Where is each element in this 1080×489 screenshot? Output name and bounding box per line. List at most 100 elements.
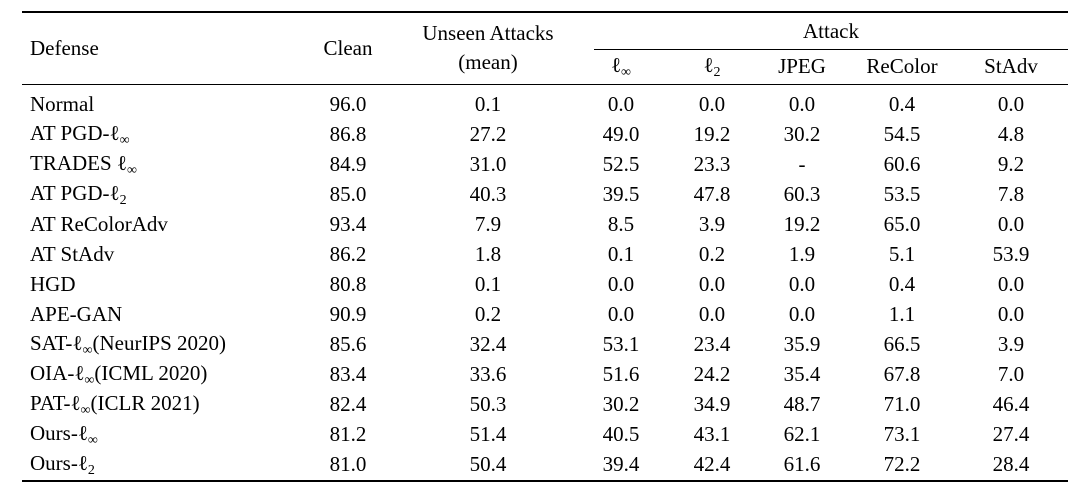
label-text: HGD [30, 272, 76, 296]
accuracy-value-cell: 0.0 [607, 92, 635, 116]
accuracy-value-cell: 51.4 [469, 422, 507, 446]
accuracy-value-cell: 0.1 [474, 92, 502, 116]
accuracy-value-cell: 61.6 [783, 452, 821, 476]
label-text: JPEG [778, 54, 826, 79]
accuracy-value-cell: 0.4 [888, 92, 916, 116]
accuracy-value-cell: 43.1 [693, 422, 731, 446]
accuracy-value-cell: 39.5 [602, 182, 640, 206]
label-text: (NeurIPS 2020) [92, 331, 227, 355]
accuracy-value-cell: - [798, 152, 806, 176]
subscript-text: ∞ [84, 373, 95, 388]
table-row: AT PGD-ℓ∞ 86.8 27.2 49.0 19.2 30.2 54.5 4.8 [22, 120, 1068, 150]
label-text: ℓ [703, 53, 714, 78]
label-text: Normal [30, 92, 95, 116]
accuracy-value-cell: 85.0 [329, 182, 367, 206]
accuracy-value-cell: 86.2 [329, 242, 367, 266]
table-row: SAT-ℓ∞(NeurIPS 2020) 85.6 32.4 53.1 23.4 35.9… [22, 330, 1068, 360]
defense-name-cell: AT ReColorAdv [22, 210, 292, 240]
column-header-defense: Defense [22, 12, 292, 85]
accuracy-value-cell: 81.2 [329, 422, 367, 446]
accuracy-value-cell: 0.1 [474, 272, 502, 296]
accuracy-value-cell: 90.9 [329, 302, 367, 326]
accuracy-value-cell: 0.2 [474, 302, 502, 326]
accuracy-value-cell: 27.2 [469, 122, 507, 146]
accuracy-value-cell: 53.9 [992, 242, 1030, 266]
accuracy-value-cell: 65.0 [883, 212, 921, 236]
label-text: Ours-ℓ [30, 421, 88, 445]
label-text: AT StAdv [30, 242, 115, 266]
accuracy-value-cell: 62.1 [783, 422, 821, 446]
unseen-attacks-line1: Unseen Attacks [422, 21, 554, 46]
defense-name-cell: TRADES ℓ∞ [22, 150, 292, 180]
accuracy-value-cell: 0.0 [997, 92, 1025, 116]
defense-name-cell: APE-GAN [22, 300, 292, 330]
defense-name-cell: Ours-ℓ∞ [22, 420, 292, 450]
table-row: HGD 80.8 0.1 0.0 0.0 0.0 0.4 0.0 [22, 270, 1068, 300]
table-row: AT ReColorAdv 93.4 7.9 8.5 3.9 19.2 65.0 0.0 [22, 210, 1068, 240]
accuracy-value-cell: 7.8 [997, 182, 1025, 206]
table-body: Normal 96.0 0.1 0.0 0.0 0.0 0.4 0.0 AT PGD-ℓ∞ 86.… [22, 84, 1068, 481]
accuracy-value-cell: 34.9 [693, 392, 731, 416]
accuracy-value-cell: 23.4 [693, 332, 731, 356]
accuracy-value-cell: 60.3 [783, 182, 821, 206]
accuracy-value-cell: 40.3 [469, 182, 507, 206]
subscript-text: 2 [119, 193, 127, 208]
accuracy-value-cell: 0.0 [997, 302, 1025, 326]
table-row: APE-GAN 90.9 0.2 0.0 0.0 0.0 1.1 0.0 [22, 300, 1068, 330]
accuracy-value-cell: 81.0 [329, 452, 367, 476]
subscript-text: ∞ [119, 133, 130, 148]
accuracy-value-cell: 47.8 [693, 182, 731, 206]
accuracy-value-cell: 30.2 [602, 392, 640, 416]
attack-group-label: Attack [594, 19, 1069, 50]
defense-results-table: Defense Clean Unseen Attacks (mean) Atta… [22, 11, 1069, 482]
accuracy-value-cell: 32.4 [469, 332, 507, 356]
accuracy-value-cell: 60.6 [883, 152, 921, 176]
label-text: SAT-ℓ [30, 331, 83, 355]
column-header-attack-type: JPEG [754, 50, 850, 85]
defense-name-cell: PAT-ℓ∞(ICLR 2021) [22, 390, 292, 420]
accuracy-value-cell: 46.4 [992, 392, 1030, 416]
accuracy-value-cell: 0.0 [788, 302, 816, 326]
defense-name-cell: OIA-ℓ∞(ICML 2020) [22, 360, 292, 390]
accuracy-value-cell: 1.8 [474, 242, 502, 266]
accuracy-value-cell: 96.0 [329, 92, 367, 116]
subscript-text: ∞ [126, 163, 137, 178]
accuracy-value-cell: 50.3 [469, 392, 507, 416]
label-text: TRADES ℓ [30, 151, 127, 175]
accuracy-value-cell: 66.5 [883, 332, 921, 356]
accuracy-value-cell: 53.1 [602, 332, 640, 356]
accuracy-value-cell: 7.9 [474, 212, 502, 236]
subscript-text: ∞ [87, 433, 98, 448]
accuracy-value-cell: 0.0 [698, 302, 726, 326]
accuracy-value-cell: 39.4 [602, 452, 640, 476]
accuracy-value-cell: 1.9 [788, 242, 816, 266]
accuracy-value-cell: 19.2 [693, 122, 731, 146]
label-text: PAT-ℓ [30, 391, 81, 415]
accuracy-value-cell: 27.4 [992, 422, 1030, 446]
label-text: (ICML 2020) [94, 361, 208, 385]
defense-name-cell: AT PGD-ℓ∞ [22, 120, 292, 150]
accuracy-value-cell: 0.0 [997, 212, 1025, 236]
accuracy-value-cell: 73.1 [883, 422, 921, 446]
subscript-text: 2 [713, 65, 721, 81]
accuracy-value-cell: 30.2 [783, 122, 821, 146]
table-row: Ours-ℓ∞ 81.2 51.4 40.5 43.1 62.1 73.1 27.4 [22, 420, 1068, 450]
accuracy-value-cell: 53.5 [883, 182, 921, 206]
accuracy-value-cell: 83.4 [329, 362, 367, 386]
accuracy-value-cell: 5.1 [888, 242, 916, 266]
accuracy-value-cell: 50.4 [469, 452, 507, 476]
accuracy-value-cell: 72.2 [883, 452, 921, 476]
defense-name-cell: SAT-ℓ∞(NeurIPS 2020) [22, 330, 292, 360]
header-row-attack-types: ℓ∞ ℓ2 JPEG ReColor StAdv [22, 50, 1069, 85]
table-row: OIA-ℓ∞(ICML 2020) 83.4 33.6 51.6 24.2 35.4 67.… [22, 360, 1068, 390]
accuracy-value-cell: 85.6 [329, 332, 367, 356]
accuracy-value-cell: 0.2 [698, 242, 726, 266]
label-text: ℓ [610, 53, 622, 78]
defense-name-cell: Ours-ℓ2 [22, 450, 292, 481]
accuracy-value-cell: 67.8 [883, 362, 921, 386]
subscript-text: ∞ [80, 403, 91, 418]
accuracy-value-cell: 7.0 [997, 362, 1025, 386]
accuracy-value-cell: 82.4 [329, 392, 367, 416]
subscript-text: ∞ [621, 65, 632, 81]
label-text: ReColor [866, 54, 938, 79]
